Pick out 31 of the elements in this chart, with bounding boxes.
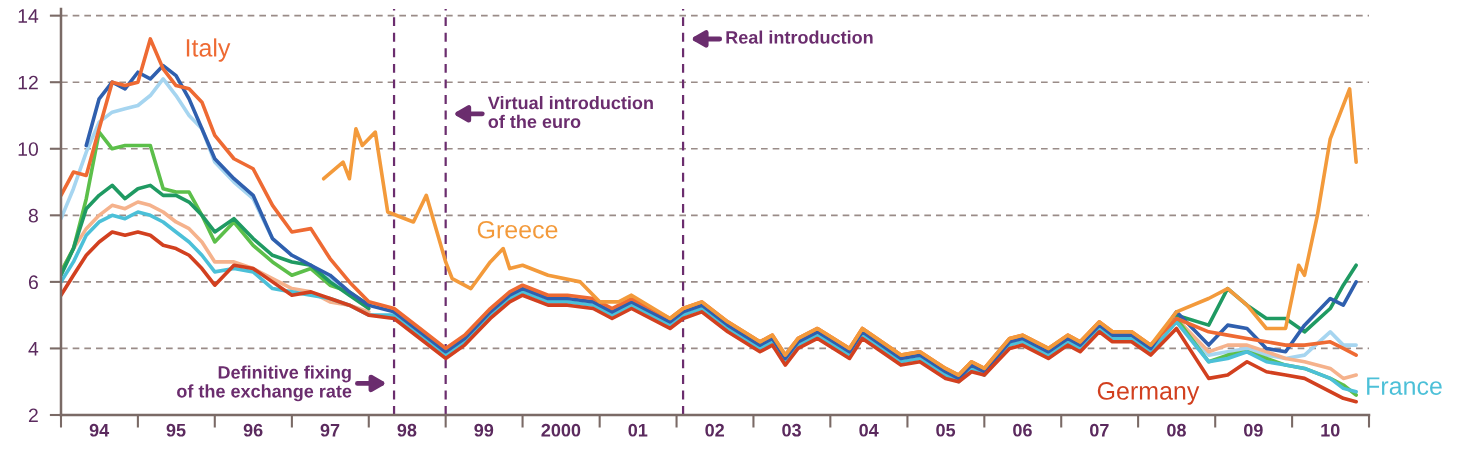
ref-line-label: Definitive fixing of the exchange rate: [177, 365, 352, 402]
x-tick-label: 07: [1090, 423, 1109, 437]
y-tick-label: 12: [18, 75, 38, 90]
y-tick-label: 2: [28, 408, 38, 423]
series-label: Germany: [1097, 382, 1200, 405]
x-tick-label: 99: [474, 423, 494, 437]
x-tick-label: 05: [936, 423, 956, 437]
x-tick-label: 01: [628, 423, 648, 437]
series-label: Greece: [477, 220, 558, 239]
x-tick-label: 2000: [541, 423, 581, 437]
ref-line-label: Virtual introduction of the euro: [487, 96, 653, 129]
x-tick-label: 03: [782, 423, 801, 437]
x-tick-label: 06: [1013, 423, 1032, 437]
x-tick-label: 04: [859, 423, 879, 437]
y-tick-label: 6: [28, 275, 38, 290]
x-tick-label: 97: [320, 423, 340, 437]
x-tick-label: 02: [705, 423, 724, 437]
x-tick-label: 10: [1321, 423, 1340, 437]
ref-line-label: Real introduction: [726, 30, 873, 44]
series-label: Italy: [186, 38, 231, 62]
x-tick-label: 95: [166, 423, 186, 437]
y-tick-label: 10: [18, 142, 39, 157]
series-label: France: [1367, 377, 1442, 395]
x-tick-label: 98: [397, 423, 417, 437]
y-tick-label: 4: [28, 342, 39, 356]
x-tick-label: 09: [1244, 423, 1263, 437]
y-tick-label: 14: [18, 9, 39, 23]
y-tick-label: 8: [28, 208, 38, 223]
x-tick-label: 96: [243, 423, 263, 437]
x-tick-label: 94: [89, 423, 110, 437]
x-tick-label: 08: [1167, 423, 1186, 437]
